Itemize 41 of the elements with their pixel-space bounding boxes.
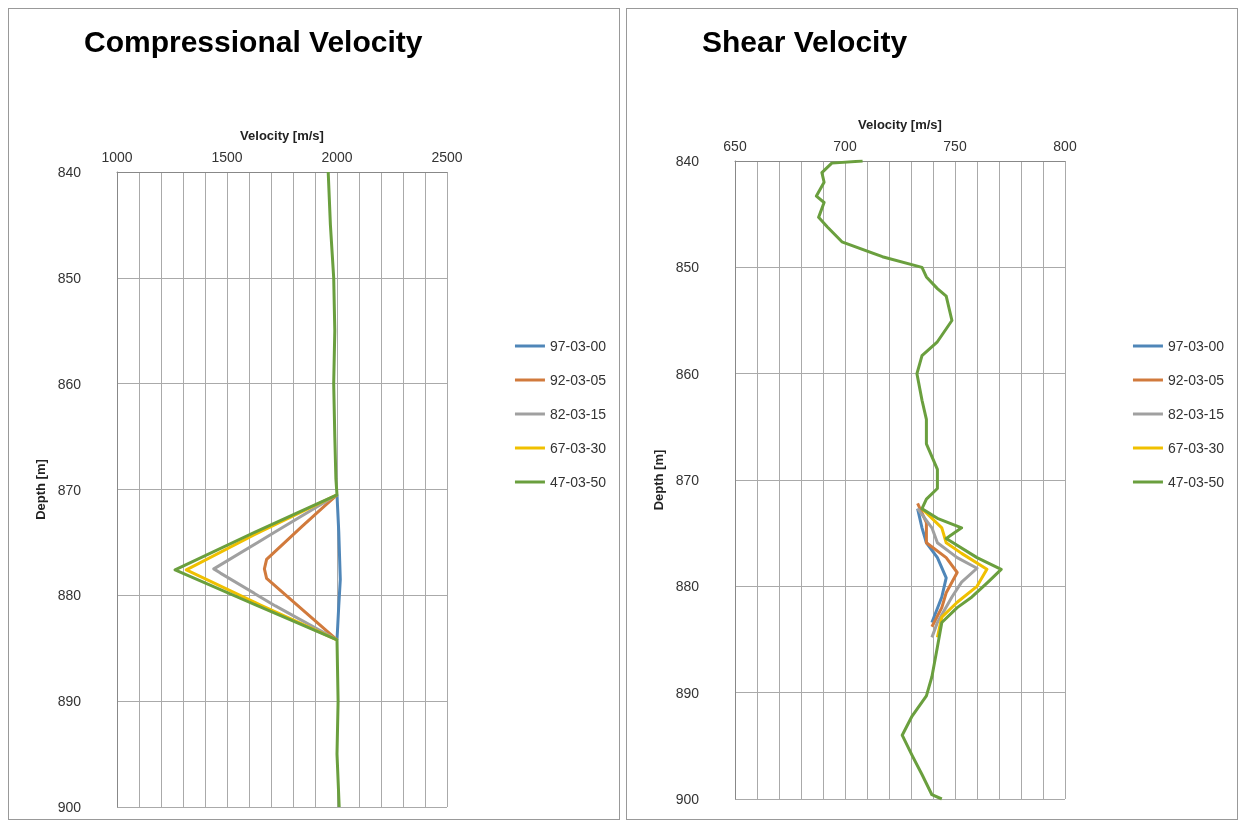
legend-label: 92-03-05 xyxy=(549,372,607,388)
x-axis-title: Velocity [m/s] xyxy=(240,128,324,143)
y-tick-label: 860 xyxy=(675,365,700,382)
y-tick-label: 890 xyxy=(675,684,700,701)
legend-label: 97-03-00 xyxy=(1167,338,1225,354)
y-axis-title: Depth [m] xyxy=(650,449,666,511)
x-tick-label: 750 xyxy=(943,138,967,154)
legend-label: 47-03-50 xyxy=(549,474,607,490)
legend-label: 67-03-30 xyxy=(1167,440,1225,456)
legend-label: 97-03-00 xyxy=(549,338,607,354)
chart-title: Compressional Velocity xyxy=(84,24,423,58)
x-tick-label: 700 xyxy=(833,138,857,154)
line-series xyxy=(173,170,341,809)
y-tick-label: 860 xyxy=(57,375,82,392)
x-tick-label: 800 xyxy=(1053,138,1077,154)
legend-label: 92-03-05 xyxy=(1167,372,1225,388)
chart-title: Shear Velocity xyxy=(702,24,908,58)
y-tick-label: 850 xyxy=(675,259,700,276)
y-tick-label: 840 xyxy=(57,164,82,180)
y-tick-label: 840 xyxy=(675,153,700,169)
line-series xyxy=(814,159,1003,801)
legend-label: 47-03-50 xyxy=(1167,474,1225,490)
y-tick-label: 870 xyxy=(675,472,700,488)
legend-label: 67-03-30 xyxy=(549,440,607,456)
y-tick-label: 900 xyxy=(57,799,82,815)
x-tick-label: 2000 xyxy=(321,149,353,165)
x-axis-title: Velocity [m/s] xyxy=(858,117,942,132)
x-tick-label: 2500 xyxy=(431,149,463,165)
x-tick-label: 1000 xyxy=(101,149,133,165)
y-tick-label: 870 xyxy=(57,481,82,498)
y-tick-label: 880 xyxy=(675,578,700,595)
y-tick-label: 850 xyxy=(57,269,82,286)
y-tick-label: 880 xyxy=(57,587,82,604)
y-axis-title: Depth [m] xyxy=(32,459,48,520)
x-tick-label: 1500 xyxy=(211,149,243,165)
legend-label: 82-03-15 xyxy=(1167,406,1225,422)
y-tick-label: 900 xyxy=(675,791,700,807)
legend-label: 82-03-15 xyxy=(549,406,607,422)
y-tick-label: 890 xyxy=(57,693,82,710)
line-series xyxy=(335,493,342,642)
x-tick-label: 650 xyxy=(723,138,747,154)
